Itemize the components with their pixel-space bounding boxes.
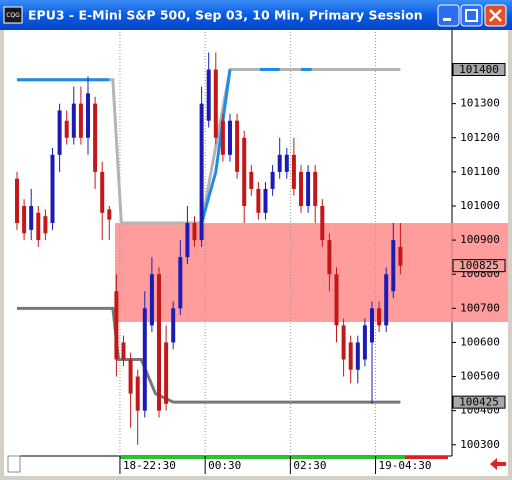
plot: 18-22:30 00:30 02:30 19-04:3010030010040010… — [15, 32, 508, 474]
y-tick-label: 100900 — [460, 233, 500, 246]
candle-body — [235, 120, 240, 172]
y-tick-label: 101300 — [460, 97, 500, 110]
window-title: EPU3 - E-Mini S&P 500, Sep 03, 10 Min, P… — [28, 8, 423, 23]
candle-body — [57, 110, 62, 155]
candle-body — [171, 308, 176, 343]
candle-body — [71, 103, 76, 138]
candle-body — [22, 205, 27, 234]
candle-body — [93, 103, 98, 172]
y-tick-label: 100700 — [460, 301, 500, 314]
candle-body — [341, 325, 346, 360]
indicator-line — [17, 68, 312, 224]
candle-body — [142, 308, 147, 411]
candle-body — [178, 257, 183, 309]
candle-body — [220, 120, 225, 155]
candle-body — [228, 120, 232, 155]
candle-body — [263, 188, 268, 213]
scroll-box[interactable] — [7, 455, 21, 473]
candle-body — [100, 171, 105, 213]
candle-body — [15, 178, 19, 224]
price-marker — [452, 63, 506, 77]
candle-body — [107, 209, 112, 220]
candle-body — [128, 359, 133, 394]
candle-body — [121, 342, 126, 360]
title-bar — [0, 0, 512, 30]
maximize-button[interactable] — [460, 4, 483, 27]
candle-body — [299, 171, 303, 206]
candle-body — [306, 171, 311, 206]
candle-body — [86, 93, 90, 138]
y-tick-label: 100600 — [460, 335, 500, 348]
candle-body — [334, 274, 339, 326]
candle-body — [313, 171, 318, 206]
candle-body — [291, 154, 296, 189]
candle-body — [206, 69, 211, 121]
candle-body — [398, 246, 403, 266]
candle-body — [199, 103, 204, 241]
price-marker-label: 100425 — [459, 396, 499, 409]
price-zone — [114, 223, 508, 322]
candle-body — [391, 240, 396, 292]
x-tick-label: 02:30 — [293, 459, 326, 472]
y-tick-label: 101200 — [460, 131, 500, 144]
close-button[interactable] — [484, 4, 507, 27]
candle-body — [157, 274, 161, 411]
candle-body — [192, 223, 197, 241]
candle-body — [64, 120, 69, 138]
candle-body — [277, 154, 282, 172]
candle-body — [256, 188, 261, 213]
session-bar — [120, 456, 405, 459]
candle-body — [284, 154, 289, 172]
candle-body — [370, 308, 374, 343]
candle-body — [242, 137, 247, 206]
candle-body — [36, 212, 41, 241]
app-icon — [3, 6, 23, 24]
candle-body — [43, 216, 48, 234]
candle-body — [362, 325, 367, 360]
price-marker-label: 101400 — [459, 63, 499, 76]
candle-body — [348, 342, 353, 370]
candle-body — [327, 240, 332, 275]
candle-body — [185, 223, 190, 258]
candle-body — [114, 291, 119, 360]
candle-body — [29, 205, 34, 230]
candle-body — [384, 274, 389, 326]
y-tick-label: 101100 — [460, 165, 500, 178]
candle-body — [377, 308, 382, 326]
x-tick-label: 00:30 — [208, 459, 241, 472]
candle-body — [78, 103, 83, 138]
candle-body — [355, 342, 360, 370]
candle-body — [270, 171, 275, 189]
scroll-arrow[interactable] — [490, 458, 506, 470]
price-marker-label: 100825 — [459, 259, 499, 272]
candle-body — [135, 376, 140, 411]
indicator-line — [17, 306, 401, 404]
candle-body — [213, 69, 218, 138]
x-tick-label: 18-22:30 — [123, 459, 176, 472]
candle-body — [320, 205, 325, 241]
icon-text: CQG — [6, 12, 20, 19]
minimize-button[interactable] — [437, 4, 460, 27]
session-bar-end — [405, 456, 448, 459]
candle-body — [50, 154, 55, 224]
price-marker — [452, 259, 506, 273]
candle-body — [149, 274, 154, 326]
candle-body — [164, 342, 169, 404]
y-tick-label: 100500 — [460, 370, 500, 383]
x-tick-label: 19-04:30 — [379, 459, 432, 472]
y-tick-label: 100300 — [460, 438, 500, 451]
y-tick-label: 101000 — [460, 199, 500, 212]
price-marker — [452, 395, 506, 409]
candle-body — [249, 171, 254, 189]
